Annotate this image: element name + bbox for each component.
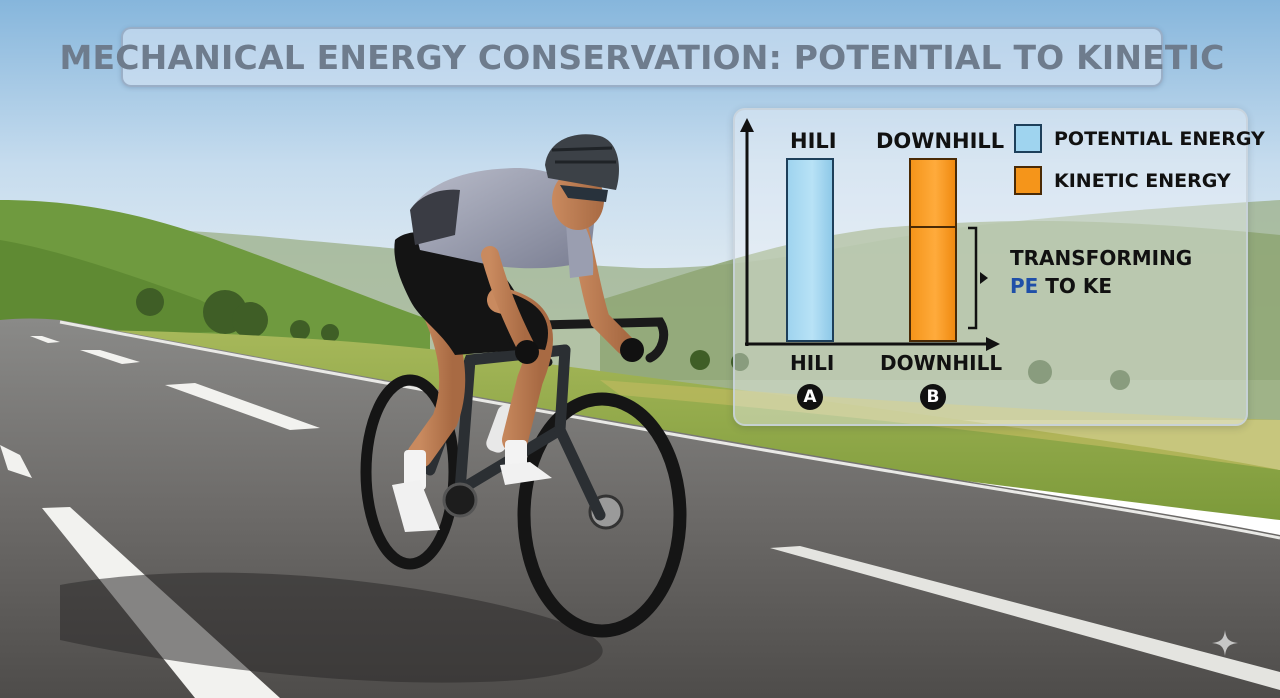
legend-label-potential: POTENTIAL ENERGY (1054, 128, 1265, 150)
sparkle-icon (1212, 630, 1238, 656)
kinetic-energy-bar-divider (911, 226, 955, 228)
title-banner: MECHANICAL ENERGY CONSERVATION: POTENTIA… (59, 27, 1224, 87)
badge-a: A (797, 384, 823, 410)
annotation-pe: PE (1010, 274, 1039, 298)
bottom-label-hill: HILI (790, 351, 835, 375)
page-title: MECHANICAL ENERGY CONSERVATION: POTENTIA… (59, 37, 1225, 77)
annotation-to-ke: TO KE (1038, 274, 1113, 298)
top-label-downhill: DOWNHILL (876, 129, 1005, 153)
bottom-label-downhill: DOWNHILL (880, 351, 1003, 375)
legend-swatch-potential (1014, 124, 1042, 153)
annotation-line-1: TRANSFORMING (1010, 246, 1193, 270)
legend-label-kinetic: KINETIC ENERGY (1054, 170, 1231, 192)
annotation-line-2: PE TO KE (1010, 274, 1112, 298)
potential-energy-bar (786, 158, 834, 342)
top-label-hill: HILI (790, 129, 837, 153)
kinetic-energy-bar (909, 158, 957, 342)
badge-b: B (920, 384, 946, 410)
legend-swatch-kinetic (1014, 166, 1042, 195)
